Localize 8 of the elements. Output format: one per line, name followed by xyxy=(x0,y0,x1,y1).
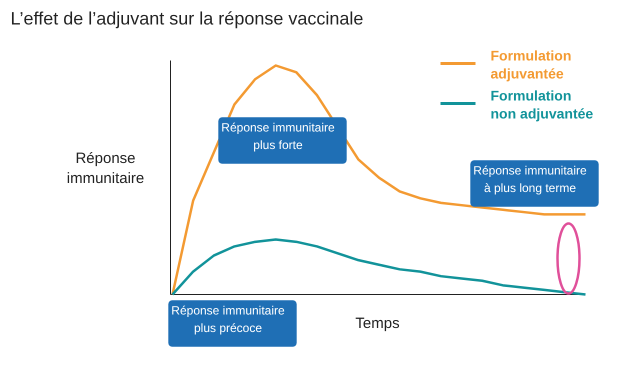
y-axis-title: Réponse immunitaire xyxy=(66,150,144,188)
x-axis-title: Temps xyxy=(355,315,400,332)
legend-label: Formulation non adjuvantée xyxy=(490,88,594,122)
legend-label: Formulation adjuvantée xyxy=(490,48,572,82)
text: Réponse immunitaire plus précoce xyxy=(171,303,286,335)
annotation: Réponse immunitaire à plus long terme xyxy=(473,163,588,195)
chart-title: L’effet de l’adjuvant sur la réponse vaccinale xyxy=(10,8,364,28)
annotation: Réponse immunitaire plus forte xyxy=(221,120,336,152)
